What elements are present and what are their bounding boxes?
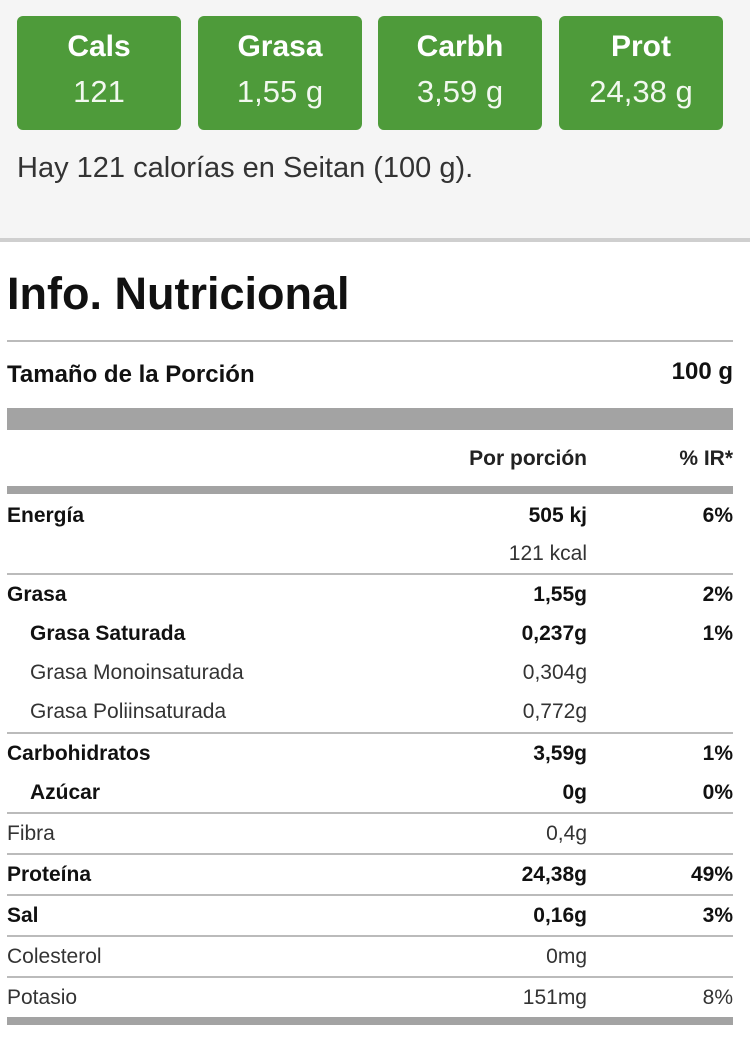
macro-label: Cals (67, 30, 131, 63)
macro-value: 1,55 g (236, 74, 324, 109)
nutrient-value: 0,4g (546, 822, 587, 845)
macro-value: 3,59 g (416, 74, 504, 109)
nutrient-row: Potasio 151mg 8% (0, 978, 750, 1016)
row-divider (7, 894, 733, 896)
macro-label: Prot (611, 30, 671, 63)
row-divider (7, 935, 733, 937)
column-header-per-serving: Por porción (469, 447, 587, 470)
nutrient-ri-percent: 3% (702, 904, 733, 927)
row-divider (7, 732, 733, 734)
nutrient-ri-percent: 2% (702, 583, 733, 606)
nutrient-name: Carbohidratos (7, 742, 151, 765)
row-divider (7, 812, 733, 814)
nutrient-value: 0mg (546, 945, 587, 968)
row-divider (7, 573, 733, 575)
summary-panel: Cals 121 Grasa 1,55 g Carbh 3,59 g Prot … (0, 0, 750, 242)
column-header-ri: % IR* (679, 447, 733, 470)
nutrient-row: Azúcar 0g 0% (0, 773, 750, 811)
nutrient-row: Carbohidratos 3,59g 1% (0, 734, 750, 772)
nutrient-row: Grasa Poliinsaturada 0,772g (0, 692, 750, 730)
nutrient-row: Energía 505 kj 6% (0, 496, 750, 534)
nutrient-row: Colesterol 0mg (0, 937, 750, 975)
bottom-divider (7, 1017, 733, 1025)
nutrient-ri-percent: 6% (702, 504, 733, 527)
macro-value: 24,38 g (589, 74, 693, 109)
nutrient-ri-percent: 1% (702, 742, 733, 765)
nutrient-name: Energía (7, 504, 85, 527)
divider (7, 340, 733, 342)
nutrient-name: Grasa Poliinsaturada (30, 700, 227, 723)
section-divider (0, 238, 750, 242)
thick-divider (7, 408, 733, 430)
nutrient-name: Proteína (7, 863, 92, 886)
macro-protein-card: Prot 24,38 g (559, 16, 723, 130)
nutrient-value: 3,59g (533, 742, 587, 765)
nutrient-row: Fibra 0,4g (0, 814, 750, 852)
macro-label: Carbh (416, 30, 504, 63)
calorie-summary-text: Hay 121 calorías en Seitan (100 g). (17, 152, 474, 184)
macro-fat-card: Grasa 1,55 g (198, 16, 362, 130)
medium-divider (7, 486, 733, 494)
nutrient-value: 1,55g (533, 583, 587, 606)
nutrient-row: 121 kcal (0, 534, 750, 572)
nutrient-name: Grasa Monoinsaturada (30, 661, 244, 684)
nutrient-ri-percent: 8% (702, 986, 733, 1009)
nutrient-ri-percent: 0% (702, 781, 733, 804)
macro-calories-card: Cals 121 (17, 16, 181, 130)
row-divider (7, 853, 733, 855)
nutrient-row: Grasa Monoinsaturada 0,304g (0, 653, 750, 691)
nutrient-row: Proteína 24,38g 49% (0, 855, 750, 893)
nutrient-value: 0g (562, 781, 587, 804)
nutrient-name: Grasa Saturada (30, 622, 186, 645)
nutrient-name: Colesterol (7, 945, 102, 968)
nutrient-value: 0,304g (522, 661, 587, 684)
nutrient-name: Sal (7, 904, 39, 927)
nutrient-row: Sal 0,16g 3% (0, 896, 750, 934)
nutrient-name: Azúcar (30, 781, 101, 804)
nutrient-name: Grasa (7, 583, 67, 606)
macro-label: Grasa (237, 30, 323, 63)
nutrient-row: Grasa Saturada 0,237g 1% (0, 614, 750, 652)
nutrient-name: Fibra (7, 822, 55, 845)
serving-size-label: Tamaño de la Porción (7, 361, 255, 388)
nutrient-value: 0,772g (522, 700, 587, 723)
nutrient-name: Potasio (7, 986, 78, 1009)
nutrient-row: Grasa 1,55g 2% (0, 575, 750, 613)
nutrient-ri-percent: 1% (702, 622, 733, 645)
macro-value: 121 (73, 74, 125, 109)
nutrition-title: Info. Nutricional (7, 268, 350, 319)
macro-carbs-card: Carbh 3,59 g (378, 16, 542, 130)
row-divider (7, 976, 733, 978)
nutrient-value: 24,38g (521, 863, 587, 886)
nutrient-value: 0,16g (533, 904, 587, 927)
nutrient-value: 505 kj (528, 504, 587, 527)
nutrient-ri-percent: 49% (690, 863, 733, 886)
nutrient-value: 151mg (522, 986, 587, 1009)
serving-size-value: 100 g (671, 358, 733, 385)
nutrient-value: 0,237g (521, 622, 587, 645)
nutrient-value: 121 kcal (508, 542, 587, 565)
